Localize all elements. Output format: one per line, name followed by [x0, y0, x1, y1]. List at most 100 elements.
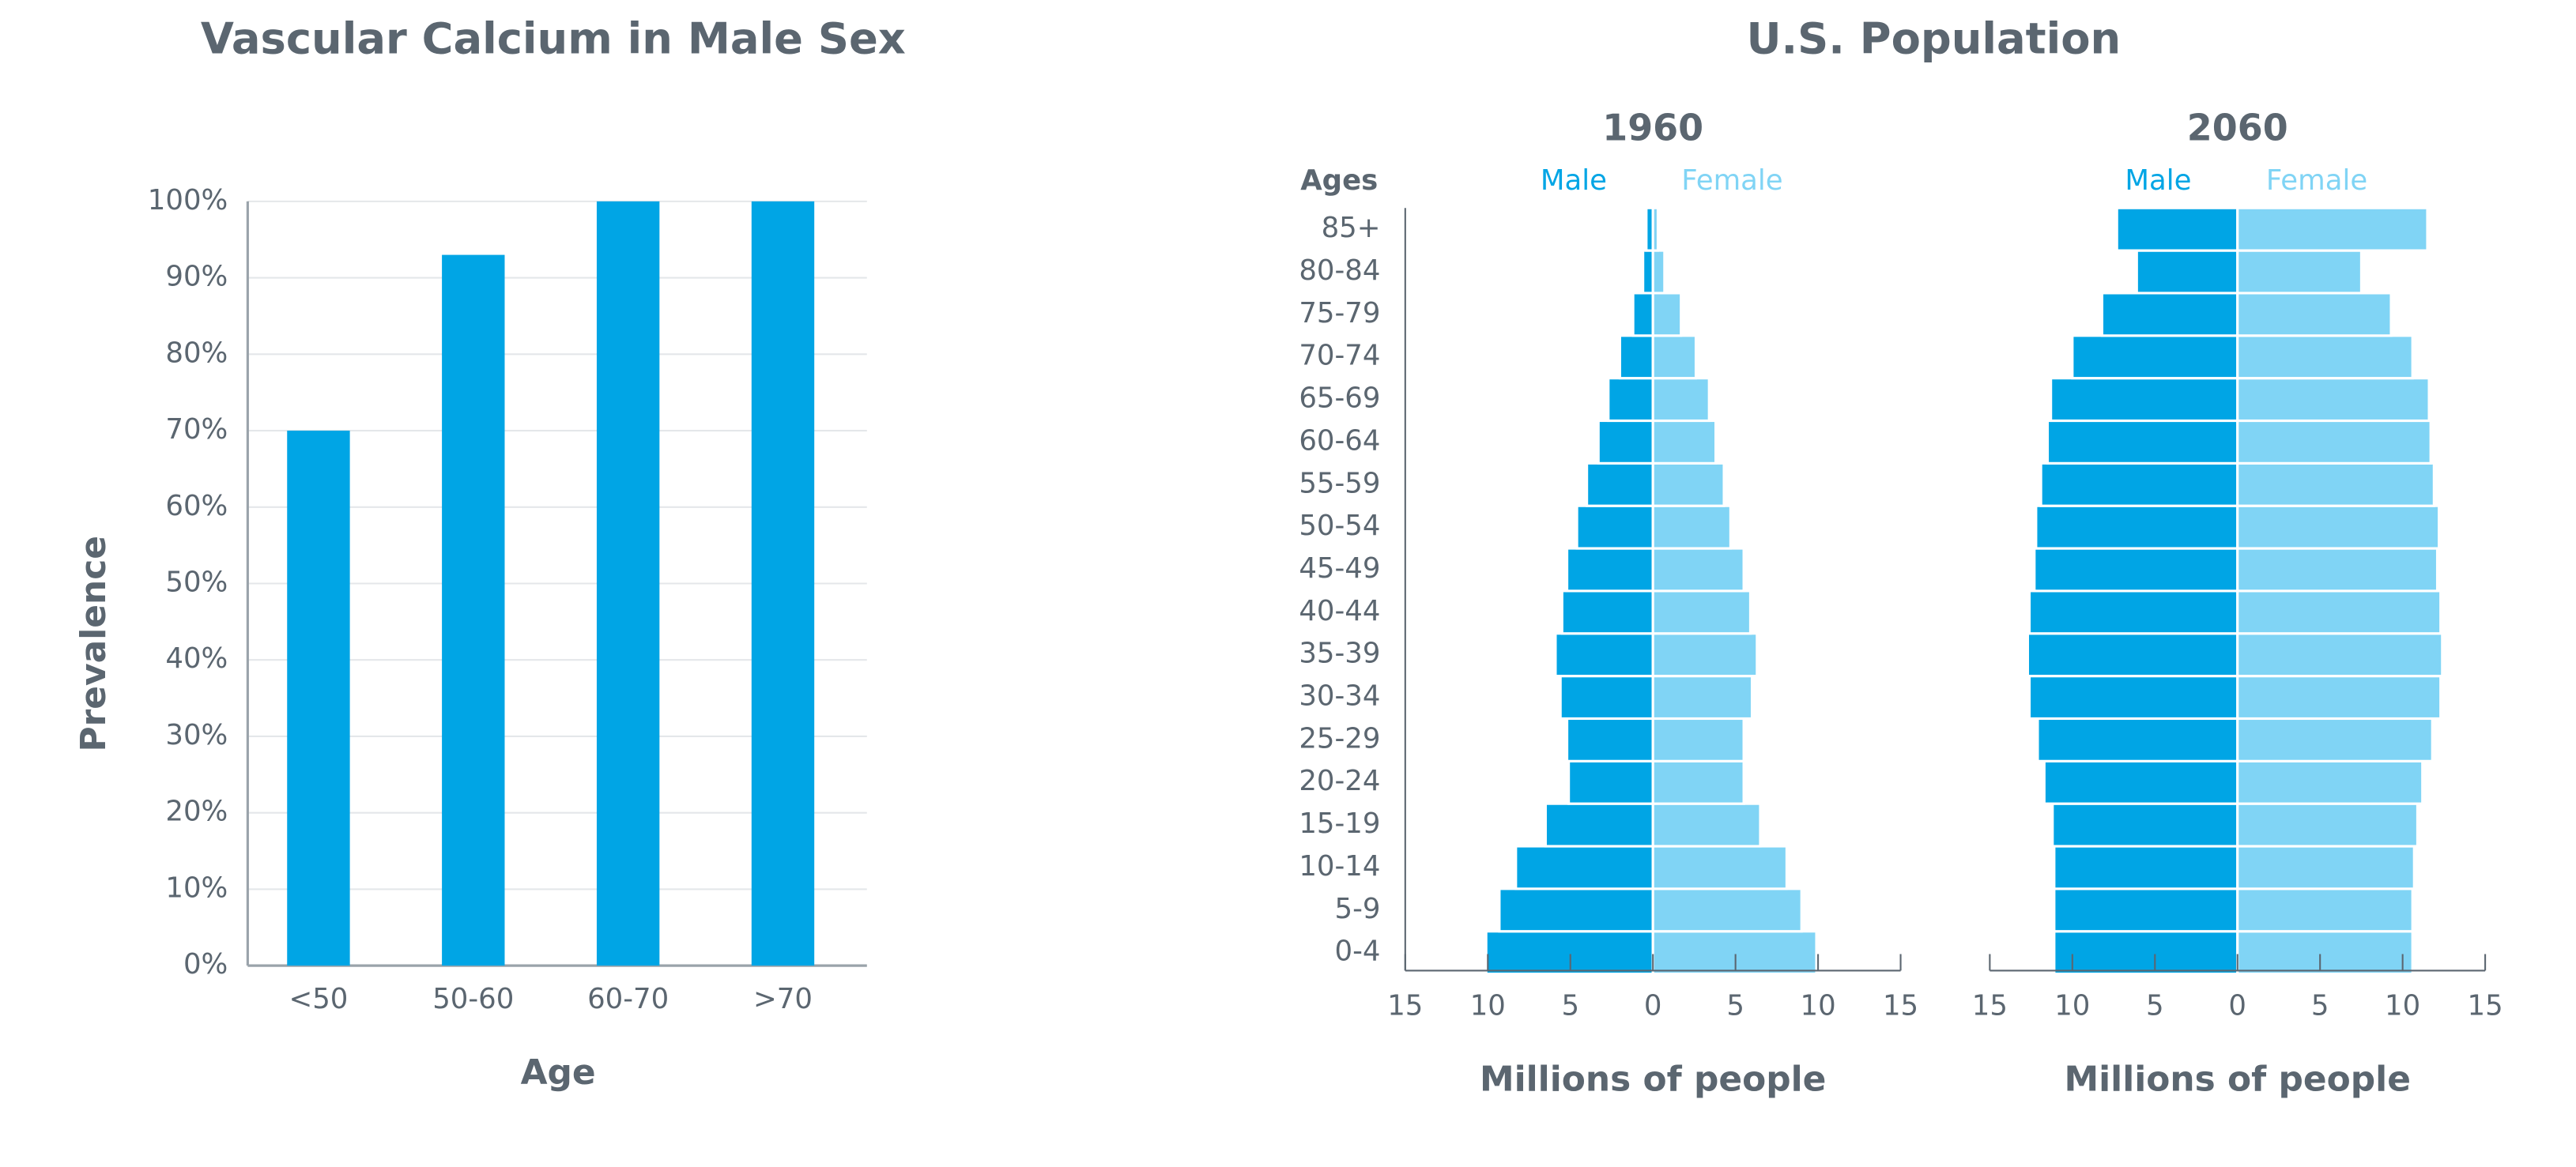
- bar: [1651, 887, 1803, 933]
- bar: [1651, 675, 1754, 721]
- y-tick-label: 80%: [165, 337, 228, 369]
- bar: [1607, 377, 1654, 423]
- bar: [2236, 930, 2414, 976]
- bar: [1651, 547, 1745, 593]
- y-tick-label: 45-49: [1299, 552, 1380, 585]
- x-tick-label: 5: [2146, 989, 2164, 1022]
- y-tick-label: 10-14: [1299, 850, 1380, 883]
- bar: [2236, 461, 2435, 507]
- y-tick-label: 50%: [165, 566, 228, 598]
- bar: [1586, 461, 1654, 507]
- bar: [1544, 802, 1654, 848]
- bar: [2236, 292, 2393, 337]
- x-tick-label: 60-70: [587, 983, 669, 1015]
- x-tick-label: 0: [1644, 989, 1662, 1022]
- bar: [2115, 206, 2239, 252]
- bar: [1651, 759, 1745, 805]
- y-tick-label: 100%: [148, 184, 228, 216]
- bar: [2236, 334, 2414, 380]
- bar: [2236, 206, 2429, 252]
- bar: [1651, 377, 1710, 423]
- x-tick-label: 10: [2054, 989, 2090, 1022]
- bar: [2236, 504, 2441, 550]
- bar: [2033, 547, 2239, 593]
- bar: [1651, 206, 1660, 252]
- bar: [2100, 292, 2239, 337]
- y-tick-label: 75-79: [1299, 297, 1380, 329]
- bar: [1651, 504, 1732, 550]
- x-tick-label: 10: [1470, 989, 1506, 1022]
- y-tick-label: 30%: [165, 719, 228, 751]
- bar: [1567, 759, 1654, 805]
- bar: [2236, 249, 2363, 295]
- chart-title: Vascular Calcium in Male Sex: [201, 13, 906, 63]
- y-tick-label: 40%: [165, 642, 228, 675]
- bar: [2236, 377, 2431, 423]
- bar: [1651, 845, 1788, 890]
- y-tick-label: 85+: [1322, 212, 1381, 244]
- y-tick-label: 50-54: [1299, 510, 1380, 542]
- legend-label: Male: [1541, 164, 1607, 197]
- y-tick-label: 0%: [183, 948, 228, 981]
- y-tick-label: 10%: [165, 871, 228, 904]
- x-tick-label: 10: [2385, 989, 2420, 1022]
- bar: [1642, 249, 1654, 295]
- bar: [2236, 717, 2434, 762]
- bar: [1651, 419, 1718, 465]
- bar: [2236, 845, 2416, 890]
- x-tick-label: 10: [1801, 989, 1836, 1022]
- panel-title: 1960: [1602, 107, 1703, 149]
- x-tick-label: 15: [1883, 989, 1918, 1022]
- bar: [2236, 675, 2442, 721]
- bar: [2053, 845, 2239, 890]
- bar: [1651, 249, 1666, 295]
- bar: [2236, 547, 2439, 593]
- y-tick-label: 70%: [165, 413, 228, 446]
- bar: [1565, 547, 1654, 593]
- bar: [596, 201, 660, 966]
- bar: [1498, 887, 1654, 933]
- bar: [1618, 334, 1654, 380]
- legend-label: Female: [2266, 164, 2367, 197]
- bar: [2236, 632, 2444, 678]
- y-tick-label: 5-9: [1335, 893, 1381, 925]
- x-tick-label: 15: [1387, 989, 1423, 1022]
- bar: [2051, 802, 2239, 848]
- bar: [2236, 589, 2442, 635]
- bar: [2046, 419, 2239, 465]
- bar: [1631, 292, 1654, 337]
- y-tick-label: 35-39: [1299, 638, 1380, 670]
- bar: [442, 254, 505, 966]
- bar: [2027, 675, 2239, 721]
- bar: [1651, 802, 1762, 848]
- y-tick-label: 55-59: [1299, 467, 1380, 499]
- y-tick-label: 60-64: [1299, 424, 1380, 457]
- x-axis-label: Millions of people: [2065, 1059, 2411, 1099]
- y-tick-label: 70-74: [1299, 340, 1380, 372]
- bar: [2236, 887, 2414, 933]
- bar: [2236, 419, 2432, 465]
- x-tick-label: >70: [753, 983, 813, 1015]
- bar: [1484, 930, 1654, 976]
- bar: [751, 201, 815, 966]
- y-tick-label: 80-84: [1299, 254, 1380, 287]
- bar: [1565, 717, 1654, 762]
- bar: [2036, 717, 2239, 762]
- y-tick-label: 20%: [165, 796, 228, 828]
- bar: [1514, 845, 1654, 890]
- x-tick-label: 50-60: [432, 983, 514, 1015]
- bar: [1560, 589, 1654, 635]
- section-title: U.S. Population: [1746, 13, 2121, 63]
- y-tick-label: 40-44: [1299, 595, 1380, 627]
- y-tick-label: 20-24: [1299, 765, 1380, 797]
- y-tick-label: 90%: [165, 261, 228, 293]
- y-tick-label: 0-4: [1335, 935, 1381, 968]
- bar: [1651, 717, 1745, 762]
- bar: [2042, 759, 2239, 805]
- x-tick-label: 0: [2228, 989, 2246, 1022]
- bar: [2135, 249, 2239, 295]
- bar: [1651, 292, 1683, 337]
- panel-title: 2060: [2187, 107, 2288, 149]
- y-tick-label: 60%: [165, 490, 228, 522]
